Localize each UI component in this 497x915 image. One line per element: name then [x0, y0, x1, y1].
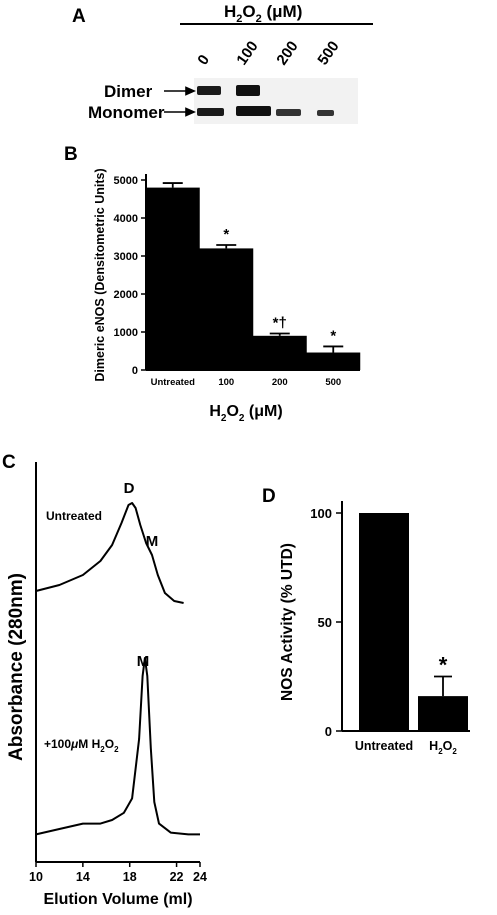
d-y-tick-label-50: 50: [318, 615, 332, 630]
peak-label-dimer: D: [124, 480, 135, 497]
panel-b-xlabel: H2O2 (μM): [209, 403, 282, 424]
b-bar-500: [306, 352, 361, 370]
c-x-axis-label: Elution Volume (ml): [43, 891, 192, 908]
blot-dimer-band-lane-0: [197, 86, 221, 95]
b-x-tick-label-500: 500: [325, 377, 341, 388]
b-x-tick-label-untreated: Untreated: [151, 377, 196, 388]
band-arrows: [164, 86, 196, 117]
d-y-tick-label-0: 0: [325, 724, 332, 739]
d-significance-h2o2: *: [439, 653, 448, 678]
band-label-monomer: Monomer: [88, 103, 165, 122]
b-bar-100: [199, 248, 254, 370]
panel-b-bar-chart: 0 1000 2000 3000 4000 5000 Dimeric eNOS (Densi…: [93, 168, 361, 388]
trace-label-untreated: Untreated: [46, 509, 102, 523]
c-x-tick-label-10: 10: [29, 870, 43, 884]
d-x-tick-label-h2o2: H2O2: [429, 739, 457, 756]
c-x-tick-label-18: 18: [123, 870, 137, 884]
b-y-tick-label-3000: 3000: [114, 251, 138, 263]
c-trace-untreated: [35, 502, 184, 604]
blot-monomer-band-lane-100: [236, 106, 271, 116]
panel-b-letter: B: [64, 144, 78, 165]
d-bar-h2o2: [418, 696, 468, 731]
c-x-tick-label-14: 14: [76, 870, 90, 884]
b-significance-500: *: [330, 327, 336, 344]
panel-d-bar-chart: 0 50 100 NOS Activity (% UTD) * Untreated H2O2: [279, 501, 470, 756]
panel-a-letter: A: [72, 6, 86, 27]
d-x-tick-label-untreated: Untreated: [355, 739, 413, 753]
peak-label-monomer-h2o2: M: [137, 653, 150, 670]
b-bar-200: [252, 335, 307, 370]
b-y-tick-label-0: 0: [132, 365, 138, 377]
panel-c-letter: C: [2, 452, 16, 473]
c-y-axis-label: Absorbance (280nm): [6, 573, 27, 761]
panel-a-blot: [194, 78, 358, 124]
d-y-axis-label: NOS Activity (% UTD): [279, 543, 296, 701]
band-label-dimer: Dimer: [104, 82, 153, 101]
lane-label-0: 0: [194, 52, 213, 69]
b-y-tick-label-4000: 4000: [114, 213, 138, 225]
b-bar-untreated: [145, 187, 200, 370]
c-x-tick-label-24: 24: [193, 870, 207, 884]
c-trace-100-m-h2o2: [35, 657, 200, 836]
b-y-tick-label-5000: 5000: [114, 175, 138, 187]
b-significance-200: *†: [273, 315, 287, 332]
b-significance-100: *: [223, 226, 229, 243]
b-y-tick-label-2000: 2000: [114, 289, 138, 301]
b-x-tick-label-200: 200: [272, 377, 288, 388]
lane-label-500: 500: [314, 38, 342, 68]
panel-d-letter: D: [262, 486, 276, 507]
d-bar-untreated: [359, 513, 409, 731]
b-x-tick-label-100: 100: [218, 377, 234, 388]
peak-label-monomer-untreated: M: [146, 533, 159, 550]
panel-a-header: H2O2 (μM): [224, 2, 302, 25]
lane-label-100: 100: [233, 38, 261, 68]
c-x-tick-label-22: 22: [170, 870, 184, 884]
b-y-tick-label-1000: 1000: [114, 327, 138, 339]
blot-dimer-band-lane-100: [236, 85, 260, 96]
lane-label-200: 200: [273, 38, 301, 68]
d-y-tick-label-100: 100: [310, 506, 332, 521]
panel-a-lane-labels: 0 100 200 500: [194, 38, 342, 68]
b-y-axis-label: Dimeric eNOS (Densitometric Units): [93, 168, 107, 381]
trace-label-h2o2: +100μM H2O2: [44, 737, 119, 754]
blot-monomer-band-lane-0: [197, 108, 224, 116]
blot-monomer-band-lane-500: [317, 110, 334, 116]
blot-monomer-band-lane-200: [276, 109, 301, 116]
